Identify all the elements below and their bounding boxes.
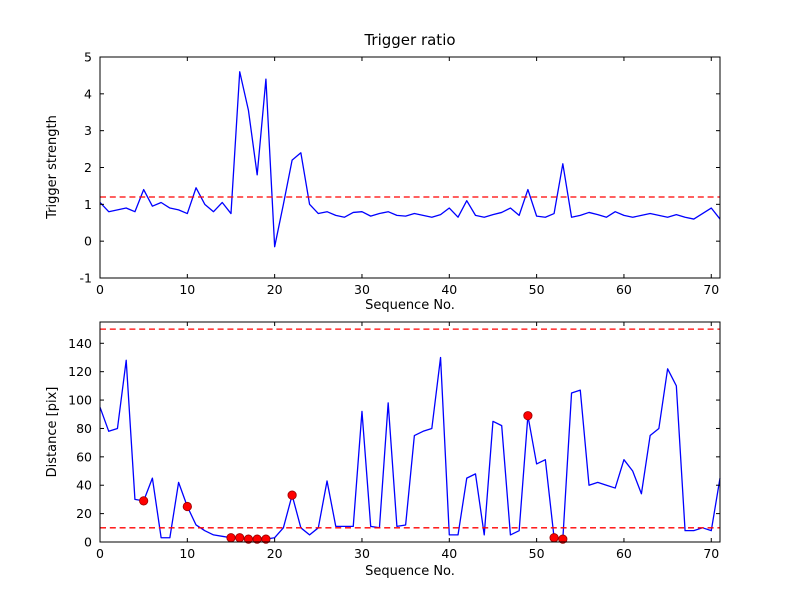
xlabel-sequence-bottom: Sequence No. <box>365 564 455 579</box>
svg-text:3: 3 <box>84 123 92 138</box>
svg-text:4: 4 <box>84 86 92 101</box>
xlabel-sequence-top: Sequence No. <box>365 298 455 313</box>
svg-text:20: 20 <box>76 506 92 521</box>
svg-text:50: 50 <box>529 282 545 297</box>
svg-text:0: 0 <box>84 234 92 249</box>
svg-text:60: 60 <box>616 546 632 561</box>
chart-title: Trigger ratio <box>364 31 456 49</box>
svg-text:2: 2 <box>84 160 92 175</box>
svg-text:30: 30 <box>354 546 370 561</box>
svg-text:80: 80 <box>76 421 92 436</box>
svg-text:70: 70 <box>703 546 719 561</box>
svg-text:70: 70 <box>703 282 719 297</box>
svg-text:20: 20 <box>267 282 283 297</box>
svg-text:60: 60 <box>76 449 92 464</box>
svg-text:10: 10 <box>179 282 195 297</box>
svg-text:40: 40 <box>441 546 457 561</box>
svg-text:60: 60 <box>616 282 632 297</box>
svg-text:1: 1 <box>84 197 92 212</box>
svg-text:120: 120 <box>68 364 92 379</box>
svg-text:40: 40 <box>441 282 457 297</box>
svg-text:10: 10 <box>179 546 195 561</box>
svg-text:50: 50 <box>529 546 545 561</box>
svg-text:40: 40 <box>76 478 92 493</box>
svg-text:5: 5 <box>84 50 92 65</box>
svg-text:30: 30 <box>354 282 370 297</box>
svg-text:20: 20 <box>267 546 283 561</box>
svg-text:140: 140 <box>68 336 92 351</box>
svg-text:100: 100 <box>68 393 92 408</box>
svg-text:0: 0 <box>84 535 92 550</box>
svg-text:-1: -1 <box>80 271 92 286</box>
svg-text:0: 0 <box>96 282 104 297</box>
svg-text:0: 0 <box>96 546 104 561</box>
